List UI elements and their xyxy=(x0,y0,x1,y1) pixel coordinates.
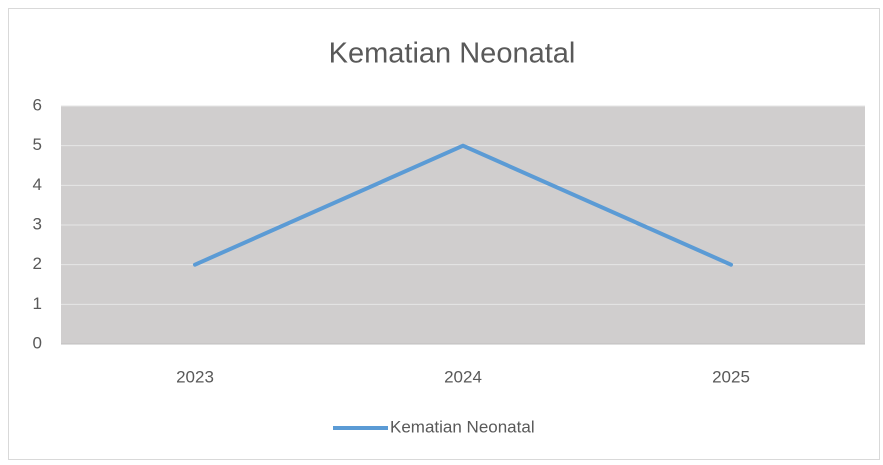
chart-title: Kematian Neonatal xyxy=(329,38,576,70)
x-tick-label: 2023 xyxy=(176,367,214,386)
y-tick-label: 4 xyxy=(33,175,42,194)
y-tick-label: 6 xyxy=(33,95,42,114)
y-tick-label: 3 xyxy=(33,214,42,233)
y-tick-label: 2 xyxy=(33,254,42,273)
x-tick-label: 2024 xyxy=(444,367,482,386)
x-tick-label: 2025 xyxy=(712,367,750,386)
line-series xyxy=(193,143,733,267)
y-tick-label: 0 xyxy=(33,333,42,352)
y-tick-label: 5 xyxy=(33,135,42,154)
legend-label: Kematian Neonatal xyxy=(390,417,535,436)
y-tick-label: 1 xyxy=(33,294,42,313)
